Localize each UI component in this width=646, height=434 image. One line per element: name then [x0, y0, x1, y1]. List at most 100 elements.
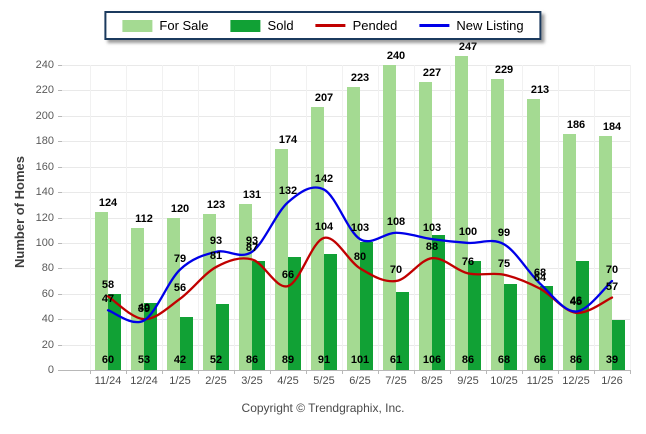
- bar-for-sale: [491, 78, 504, 370]
- bar-for-sale: [275, 148, 288, 370]
- value-label-new-listing: 99: [497, 227, 511, 240]
- x-axis-tick: [234, 370, 235, 374]
- bar-for-sale: [95, 212, 108, 370]
- value-label-new-listing: 70: [605, 264, 619, 277]
- value-label-sold: 106: [422, 354, 442, 366]
- gridline-horizontal: [62, 242, 630, 244]
- gridline-vertical: [198, 65, 199, 370]
- bar-for-sale: [527, 99, 540, 370]
- value-label-new-listing: 68: [533, 266, 547, 279]
- legend: For Sale Sold Pended New Listing: [104, 11, 542, 40]
- bar-for-sale: [599, 136, 612, 370]
- value-label-new-listing: 93: [245, 234, 259, 247]
- gridline-vertical: [558, 65, 559, 370]
- legend-item-pended: Pended: [315, 18, 397, 33]
- gridline-vertical: [594, 65, 595, 370]
- y-axis-tick-label: 0: [47, 364, 54, 376]
- bar-sold: [432, 235, 445, 370]
- gridline-vertical: [90, 65, 91, 370]
- bar-for-sale: [131, 227, 144, 370]
- value-label-pended: 75: [497, 257, 511, 270]
- value-label-pended: 81: [209, 250, 223, 263]
- value-label-for-sale: 120: [170, 202, 190, 215]
- y-axis-tick-label: 80: [41, 262, 54, 275]
- y-axis-tick: [58, 344, 62, 346]
- bar-sold: [612, 320, 625, 370]
- value-label-for-sale: 227: [422, 66, 442, 79]
- value-label-for-sale: 207: [314, 91, 334, 104]
- x-axis-tick: [522, 370, 523, 374]
- gridline-vertical: [234, 65, 235, 370]
- y-axis-tick-label: 240: [35, 59, 54, 71]
- value-label-for-sale: 112: [135, 212, 153, 225]
- value-label-sold: 86: [569, 354, 583, 366]
- value-label-new-listing: 100: [458, 225, 478, 238]
- gridline-vertical: [126, 65, 127, 370]
- y-axis-tick: [58, 217, 62, 219]
- bar-for-sale: [455, 56, 468, 370]
- value-label-for-sale: 229: [494, 63, 514, 76]
- value-label-sold: 68: [497, 354, 511, 366]
- legend-item-for-sale: For Sale: [122, 18, 209, 33]
- y-axis-tick-label: 160: [35, 160, 54, 173]
- x-axis-category-label: 1/26: [601, 375, 623, 387]
- value-label-sold: 89: [281, 354, 295, 366]
- x-axis-tick: [486, 370, 487, 374]
- y-axis-tick: [58, 268, 62, 270]
- x-axis-line: [62, 370, 630, 371]
- y-axis-tick: [58, 141, 62, 143]
- legend-item-new-listing: New Listing: [419, 18, 524, 33]
- y-axis-tick: [58, 166, 62, 168]
- value-label-for-sale: 223: [350, 71, 370, 84]
- y-axis-tick: [58, 293, 62, 295]
- x-axis-tick: [414, 370, 415, 374]
- y-axis-tick-label: 120: [35, 211, 54, 224]
- x-axis-category-label: 8/25: [421, 375, 443, 387]
- value-label-for-sale: 247: [458, 41, 478, 54]
- gridline-vertical: [486, 65, 487, 370]
- value-label-for-sale: 240: [386, 50, 406, 62]
- x-axis-tick: [198, 370, 199, 374]
- value-label-new-listing: 46: [569, 294, 583, 307]
- y-axis-tick-label: 220: [35, 84, 54, 97]
- x-axis-category-label: 9/25: [457, 375, 479, 387]
- value-label-pended: 56: [173, 281, 187, 294]
- x-axis-category-label: 12/24: [130, 375, 158, 387]
- x-axis-category-label: 11/25: [526, 375, 554, 387]
- value-label-sold: 53: [137, 354, 151, 366]
- x-axis-category-label: 7/25: [385, 375, 407, 387]
- x-axis-category-label: 3/25: [241, 375, 263, 387]
- value-label-new-listing: 142: [314, 172, 334, 185]
- copyright-text: Copyright © Trendgraphix, Inc.: [241, 401, 405, 415]
- y-axis-tick-label: 180: [35, 135, 54, 148]
- y-axis-tick-label: 40: [41, 313, 54, 326]
- y-axis-tick: [58, 319, 62, 321]
- value-label-new-listing: 103: [350, 222, 370, 235]
- value-label-new-listing: 103: [422, 222, 442, 235]
- gridline-vertical: [306, 65, 307, 370]
- gridline-vertical: [522, 65, 523, 370]
- bar-sold: [324, 254, 337, 370]
- y-axis-tick: [58, 65, 62, 66]
- bar-for-sale: [311, 106, 324, 370]
- value-label-sold: 42: [173, 354, 187, 366]
- value-label-new-listing: 93: [209, 234, 223, 247]
- gridline-horizontal: [62, 115, 630, 117]
- x-axis-tick: [126, 370, 127, 374]
- value-label-sold: 86: [461, 354, 475, 366]
- x-axis-tick: [378, 370, 379, 374]
- gridline-horizontal: [62, 166, 630, 168]
- value-label-pended: 76: [461, 256, 475, 269]
- legend-label-sold: Sold: [267, 18, 294, 33]
- x-axis-category-label: 5/25: [313, 375, 335, 387]
- y-axis-tick: [58, 90, 62, 92]
- gridline-vertical: [162, 65, 163, 370]
- legend-item-sold: Sold: [230, 18, 294, 33]
- value-label-pended: 58: [101, 279, 115, 292]
- value-label-for-sale: 174: [278, 133, 298, 146]
- bar-for-sale: [563, 133, 576, 370]
- value-label-sold: 60: [101, 354, 115, 366]
- value-label-for-sale: 131: [242, 188, 262, 201]
- gridline-vertical: [630, 65, 631, 370]
- value-label-sold: 91: [317, 354, 331, 366]
